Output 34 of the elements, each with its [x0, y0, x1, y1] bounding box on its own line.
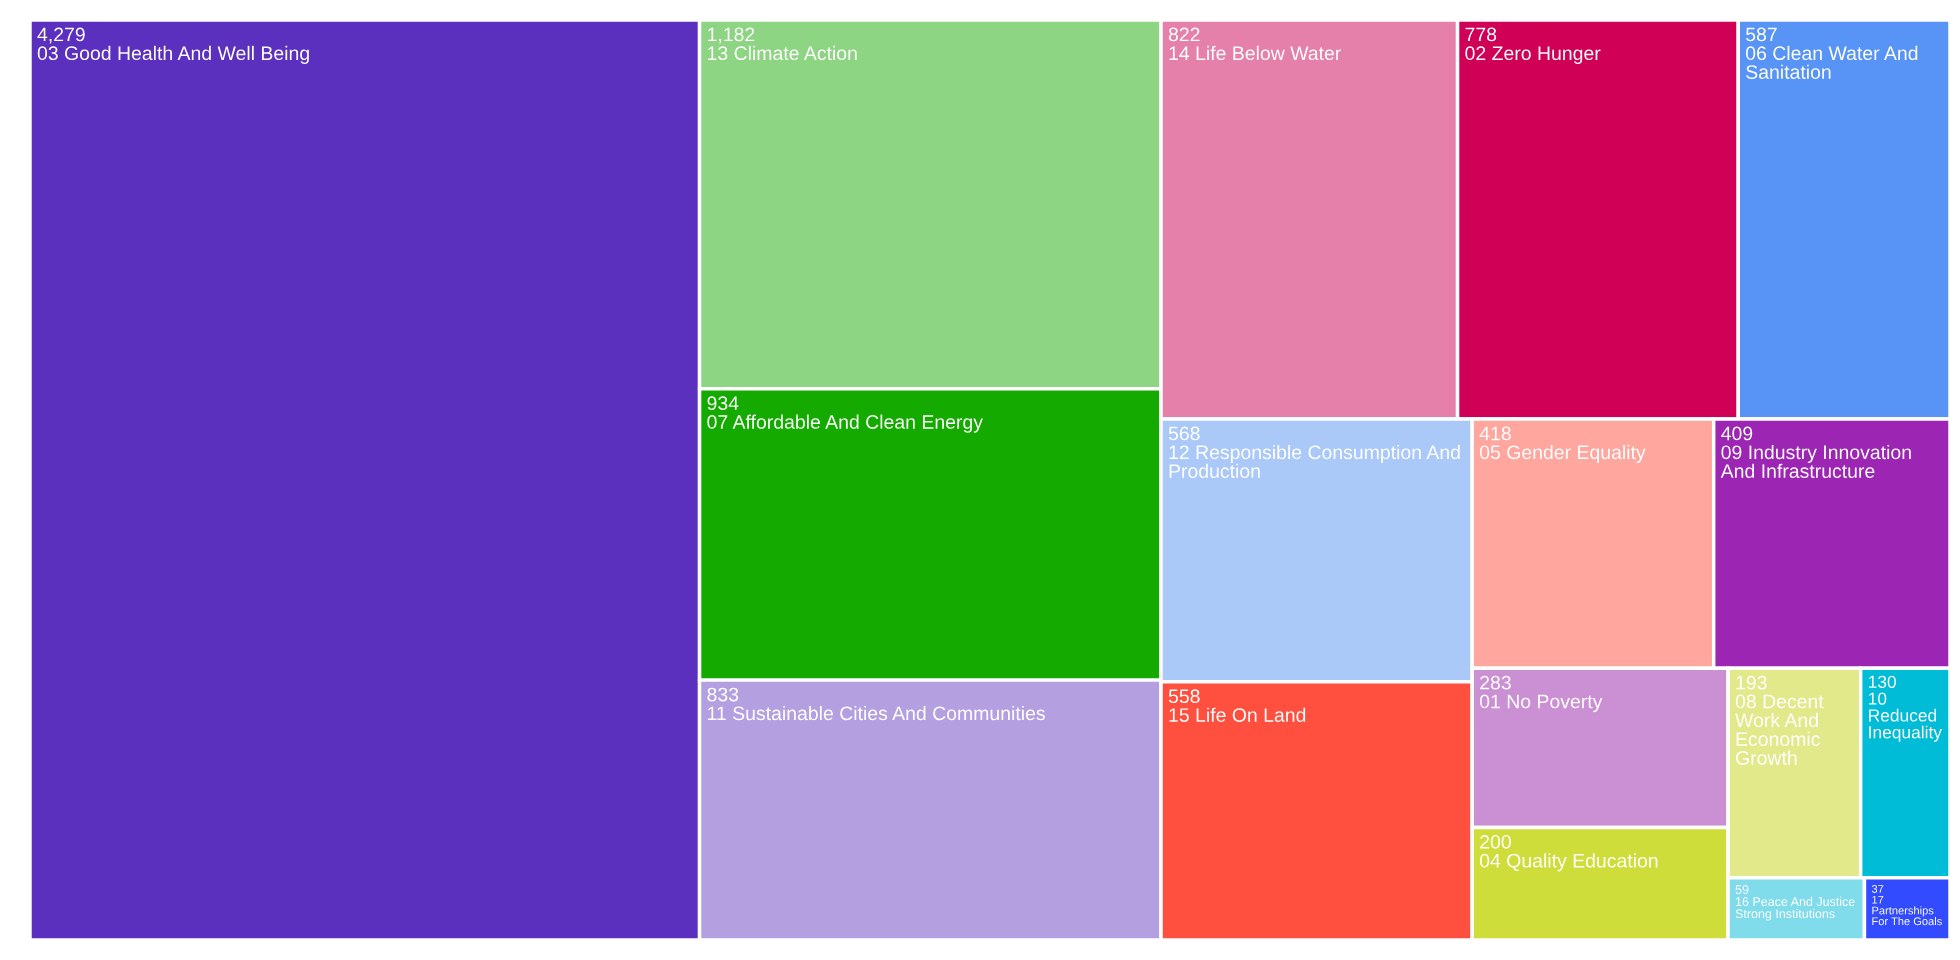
- category-label: 03 Good Health And Well Being: [37, 45, 309, 64]
- data-label: 418: [1479, 426, 1511, 441]
- data-label: 59: [1735, 885, 1749, 894]
- category-label: 05 Gender Equality: [1479, 444, 1646, 464]
- category-label: 12 Responsible Consumption And Production: [1169, 444, 1460, 478]
- data-label: 200: [1480, 834, 1511, 849]
- data-label: 778: [1465, 27, 1497, 42]
- data-label: 37: [1871, 885, 1884, 893]
- category-label: 01 No Poverty: [1479, 694, 1603, 713]
- data-label: 193: [1736, 675, 1767, 690]
- data-label: 568: [1168, 426, 1200, 441]
- data-label: 283: [1480, 675, 1511, 690]
- category-label: 15 Life On Land: [1169, 707, 1306, 722]
- category-label: 11 Sustainable Cities And Communities: [708, 705, 1045, 721]
- category-label: 10 Reduced Inequality: [1868, 692, 1942, 742]
- category-label: 07 Affordable And Clean Energy: [707, 414, 983, 433]
- category-label: 09 Industry Innovation And Infrastructure: [1720, 444, 1911, 478]
- data-label: 130: [1868, 675, 1896, 688]
- data-label: 934: [707, 396, 739, 411]
- data-label: 1,182: [708, 27, 755, 44]
- category-label: 13 Climate Action: [708, 45, 857, 61]
- category-label: 08 Decent Work And Economic Growth: [1735, 694, 1824, 765]
- category-label: 14 Life Below Water: [1169, 45, 1341, 61]
- data-label: 587: [1746, 27, 1777, 42]
- category-label: 06 Clean Water And Sanitation: [1746, 45, 1918, 79]
- category-label: 17 Partnerships For The Goals: [1872, 895, 1942, 926]
- data-label: 558: [1168, 689, 1200, 704]
- data-label: 822: [1168, 27, 1200, 42]
- category-label: 16 Peace And Justice Strong Institutions: [1735, 896, 1855, 921]
- category-label: 04 Quality Education: [1479, 853, 1658, 872]
- data-label: 409: [1721, 426, 1753, 441]
- data-label: 4,279: [37, 27, 85, 44]
- category-label: 02 Zero Hunger: [1465, 46, 1601, 64]
- data-label: 833: [707, 687, 739, 702]
